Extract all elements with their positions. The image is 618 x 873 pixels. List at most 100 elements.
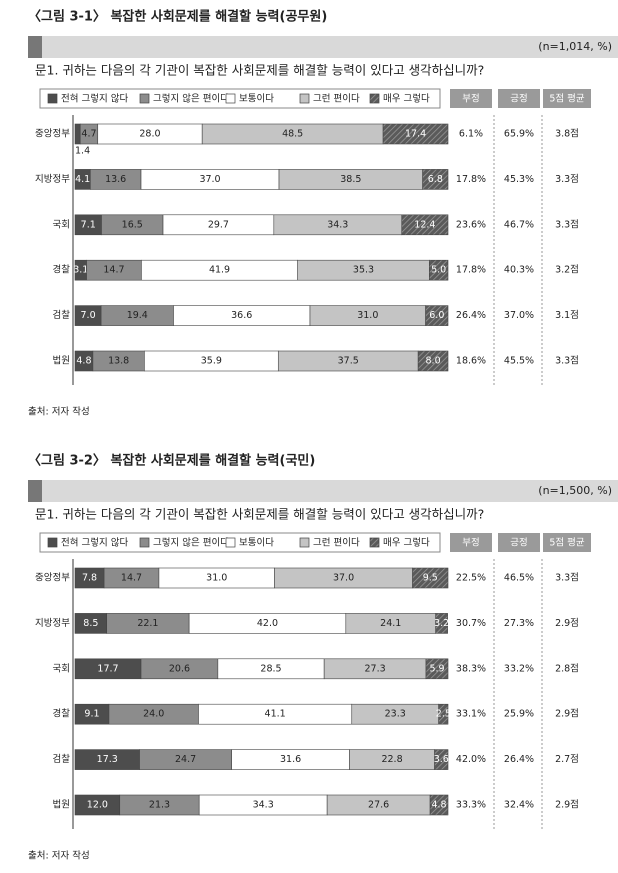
value-label: 4.8 (431, 800, 446, 811)
value-label: 3.1 (73, 265, 88, 276)
table-cell: 2.9점 (555, 708, 579, 720)
bar-segment (412, 567, 449, 589)
column-header: 긍정 (510, 94, 527, 105)
column-header-box (498, 533, 540, 552)
category-label: 법원 (53, 800, 70, 811)
question: 문1. 귀하는 다음의 각 기관이 복잡한 사회문제를 해결할 능력이 있다고 … (35, 507, 484, 522)
table-cell: 2.9점 (555, 617, 579, 629)
value-label: 6.8 (428, 174, 443, 185)
category-label: 국회 (53, 663, 70, 674)
bar-segment (429, 259, 449, 281)
figure-title: 〈그림 3-2〉 복잡한 사회문제를 해결할 능력(국민) (28, 453, 315, 469)
column-header: 부정 (462, 538, 479, 549)
legend-swatch (139, 93, 150, 104)
table-cell: 3.2점 (555, 264, 579, 276)
bar-segment (382, 123, 449, 145)
table-cell: 45.3% (504, 174, 534, 185)
value-label: 8.0 (426, 356, 441, 367)
category-label: 지방정부 (35, 174, 70, 185)
value-label: 24.7 (175, 754, 196, 765)
column-header-box (543, 533, 591, 552)
value-label: 31.0 (357, 310, 378, 321)
table-cell: 33.2% (504, 663, 534, 674)
category-label: 지방정부 (35, 618, 70, 629)
table-cell: 42.0% (456, 754, 486, 765)
table-cell: 18.6% (456, 356, 486, 367)
value-label: 9.5 (423, 573, 438, 584)
sample-note: (n=1,014, %) (538, 40, 612, 53)
table-cell: 33.3% (456, 800, 486, 811)
table-cell: 32.4% (504, 800, 534, 811)
category-label: 국회 (53, 219, 70, 230)
value-label: 29.7 (208, 219, 229, 230)
header-block (28, 480, 42, 502)
legend-label: 전혀 그렇지 않다 (61, 94, 128, 105)
question: 문1. 귀하는 다음의 각 기관이 복잡한 사회문제를 해결할 능력이 있다고 … (35, 63, 484, 78)
value-label: 13.8 (108, 356, 129, 367)
table-cell: 6.1% (459, 129, 483, 140)
table-cell: 23.6% (456, 219, 486, 230)
value-label: 2.5 (436, 709, 451, 720)
table-cell: 27.3% (504, 618, 534, 629)
legend-label: 그런 편이다 (313, 537, 360, 549)
value-label: 37.0 (199, 174, 220, 185)
legend-label: 보통이다 (239, 94, 274, 105)
legend-label: 매우 그렇다 (383, 94, 430, 105)
table-cell: 3.1점 (555, 309, 579, 321)
legend-swatch (225, 537, 236, 548)
legend-swatch (369, 537, 380, 548)
table-cell: 3.3점 (555, 355, 579, 367)
legend-label: 매우 그렇다 (383, 538, 430, 549)
value-label: 8.5 (83, 618, 98, 629)
legend-swatch (47, 93, 58, 104)
bar-segment (438, 703, 449, 725)
table-cell: 2.9점 (555, 799, 579, 811)
bar-segment (429, 794, 449, 816)
value-label: 5.0 (431, 265, 446, 276)
value-label: 17.7 (97, 663, 118, 674)
value-label: 27.3 (365, 663, 386, 674)
column-header: 부정 (462, 94, 479, 105)
column-header: 5점 평균 (549, 537, 585, 549)
value-label: 19.4 (127, 310, 148, 321)
table-cell: 46.7% (504, 219, 534, 230)
category-label: 경찰 (53, 264, 71, 276)
table-cell: 65.9% (504, 129, 534, 140)
value-label: 37.5 (338, 356, 359, 367)
legend-label: 그렇지 않은 편이다 (153, 93, 229, 105)
legend-swatch (225, 93, 236, 104)
value-label: 20.6 (169, 663, 190, 674)
column-header: 긍정 (510, 538, 527, 549)
table-cell: 40.3% (504, 265, 534, 276)
table-cell: 45.5% (504, 356, 534, 367)
legend-swatch (139, 537, 150, 548)
value-label: 41.1 (265, 709, 286, 720)
value-label: 12.4 (414, 219, 435, 230)
table-cell: 38.3% (456, 663, 486, 674)
bar-segment (425, 658, 449, 680)
value-label: 42.0 (257, 618, 278, 629)
legend-label: 그런 편이다 (313, 93, 360, 105)
table-cell: 25.9% (504, 709, 534, 720)
value-label: 31.0 (206, 573, 227, 584)
value-label: 31.6 (280, 754, 301, 765)
column-header: 5점 평균 (549, 93, 585, 105)
legend-label: 보통이다 (239, 538, 274, 549)
value-label: 4.7 (81, 129, 96, 140)
value-label: 1.4 (75, 146, 90, 157)
table-cell: 3.3점 (555, 218, 579, 230)
category-label: 법원 (53, 356, 70, 367)
table-cell: 3.8점 (555, 128, 579, 140)
category-label: 검찰 (53, 753, 71, 765)
table-cell: 3.3점 (555, 572, 579, 584)
value-label: 23.3 (385, 709, 406, 720)
value-label: 35.3 (353, 265, 374, 276)
figure-title: 〈그림 3-1〉 복잡한 사회문제를 해결할 능력(공무원) (28, 9, 327, 25)
value-label: 3.6 (434, 754, 449, 765)
value-label: 7.0 (81, 310, 96, 321)
bar-segment (74, 123, 81, 145)
value-label: 17.4 (405, 129, 426, 140)
table-cell: 46.5% (504, 573, 534, 584)
value-label: 22.8 (381, 754, 402, 765)
